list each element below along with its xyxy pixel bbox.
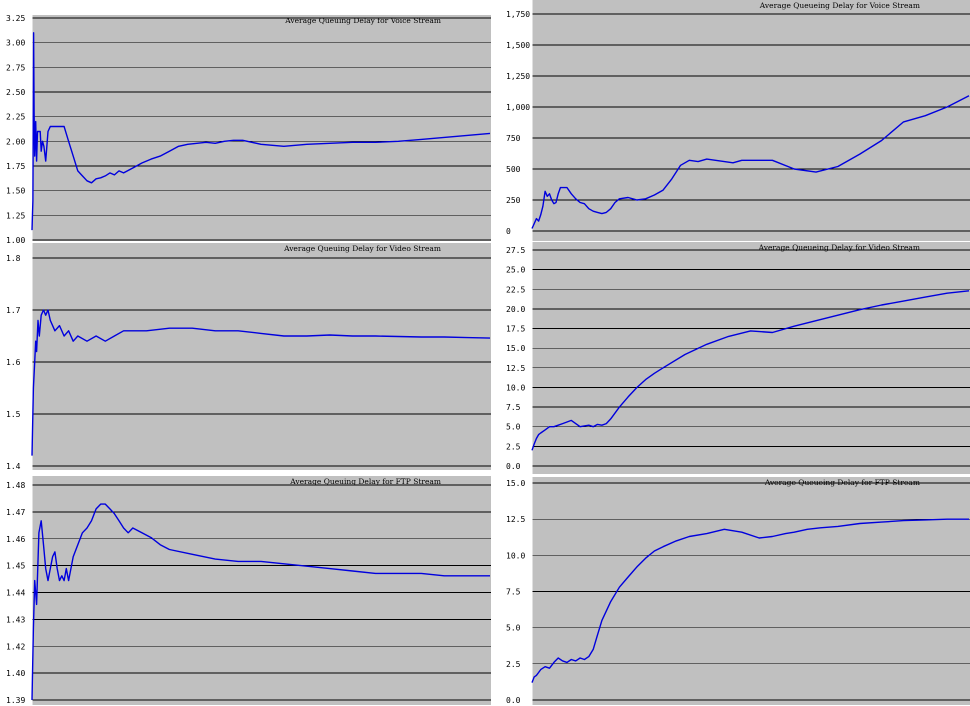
y-tick-label: 1.39 [6, 696, 25, 705]
chart-title: Average Queuing Delay for FTP Stream [289, 477, 441, 486]
y-tick-label: 1.6 [6, 358, 21, 367]
chart-panel-6: 15.0 12.5 10.0 7.5 5.0 2.5 0.0 Average Queueing… [506, 477, 970, 705]
series-line-1 [31, 309, 491, 456]
chart-panel-1: 3.25 3.00 2.75 2.50 2.25 2.00 1.75 1.50 1.25 1.00… [6, 14, 491, 245]
y-tick-label: 750 [506, 134, 521, 143]
y-tick-label: 3.25 [6, 14, 25, 23]
y-tick-label: 1,000 [506, 103, 530, 112]
series-line-1 [531, 518, 969, 683]
y-tick-label: 1,750 [506, 10, 530, 19]
y-tick-label: 12.5 [506, 515, 525, 524]
y-tick-label: 1,250 [506, 72, 530, 81]
chart-panel-2: 1.8 1.7 1.6 1.5 1.4 Average Queuing Delay for… [6, 243, 491, 471]
plot-area [32, 243, 491, 470]
y-tick-label: 7.5 [506, 588, 521, 597]
y-tick-label: 2.25 [6, 113, 25, 122]
chart-title: Average Queuing Delay for Video Stream [283, 244, 441, 253]
y-tick-label: 12.5 [506, 364, 525, 373]
chart-title: Average Queueing Delay for Voice Stream [759, 1, 920, 10]
plot-area [32, 476, 491, 705]
y-tick-label: 1.50 [6, 187, 25, 196]
y-tick-label: 2.5 [506, 660, 521, 669]
y-tick-label: 5.0 [506, 624, 521, 633]
y-tick-label: 1.43 [6, 615, 25, 624]
y-tick-label: 1.8 [6, 254, 21, 263]
y-tick-label: 3.00 [6, 39, 25, 48]
y-tick-label: 1.40 [6, 669, 25, 678]
chart-panel-3: 1.48 1.47 1.46 1.45 1.44 1.43 1.42 1.40 1.39 Aver… [6, 476, 491, 705]
y-tick-label: 1,500 [506, 41, 530, 50]
y-tick-label: 1.00 [6, 236, 25, 245]
y-tick-label: 0 [506, 227, 511, 236]
y-tick-label: 1.46 [6, 535, 25, 544]
y-tick-label: 1.7 [6, 306, 21, 315]
y-tick-label: 20.0 [506, 305, 525, 314]
y-tick-label: 10.0 [506, 551, 525, 560]
y-tick-label: 2.00 [6, 137, 25, 146]
y-tick-label: 1.47 [6, 508, 25, 517]
series-line-1 [31, 32, 491, 231]
chart-title: Average Queueing Delay for FTP Stream [764, 478, 920, 487]
y-tick-label: 1.5 [6, 410, 21, 419]
series-line-1 [31, 503, 490, 701]
y-tick-label: 1.42 [6, 642, 25, 651]
y-tick-label: 250 [506, 196, 521, 205]
y-tick-label: 5.0 [506, 423, 521, 432]
y-tick-label: 500 [506, 165, 521, 174]
plot-area [532, 0, 970, 241]
series-line-1 [531, 290, 970, 451]
y-tick-label: 10.0 [506, 384, 525, 393]
chart-panel-4: 1,750 1,500 1,250 1,000 750 500 250 0 Average Qu… [506, 0, 970, 241]
y-tick-label: 25.0 [506, 266, 525, 275]
y-tick-label: 1.44 [6, 589, 25, 598]
plot-area [532, 242, 970, 474]
plot-area [32, 15, 491, 241]
y-tick-label: 17.5 [506, 325, 525, 334]
y-tick-label: 22.5 [506, 285, 525, 294]
y-tick-label: 1.45 [6, 562, 25, 571]
y-tick-label: 2.50 [6, 88, 25, 97]
y-tick-label: 1.25 [6, 211, 25, 220]
y-tick-label: 2.75 [6, 63, 25, 72]
chart-panel-5: 27.5 25.0 22.5 20.0 17.5 15.0 12.5 10.0 7.5 5.0 2.… [506, 242, 970, 474]
y-tick-label: 7.5 [506, 403, 521, 412]
y-tick-label: 15.0 [506, 344, 525, 353]
series-line-1 [531, 95, 970, 229]
y-tick-label: 0.0 [506, 462, 521, 471]
y-tick-label: 1.75 [6, 162, 25, 171]
plot-area [532, 477, 970, 705]
y-tick-label: 1.4 [6, 462, 21, 471]
y-tick-label: 2.5 [506, 442, 521, 451]
y-tick-label: 1.48 [6, 481, 25, 490]
chart-title: Average Queueing Delay for Video Stream [758, 243, 920, 252]
y-tick-label: 0.0 [506, 696, 521, 705]
y-tick-label: 27.5 [506, 246, 525, 255]
chart-title: Average Queuing Delay for Voice Stream [284, 16, 441, 25]
y-tick-label: 15.0 [506, 479, 525, 488]
